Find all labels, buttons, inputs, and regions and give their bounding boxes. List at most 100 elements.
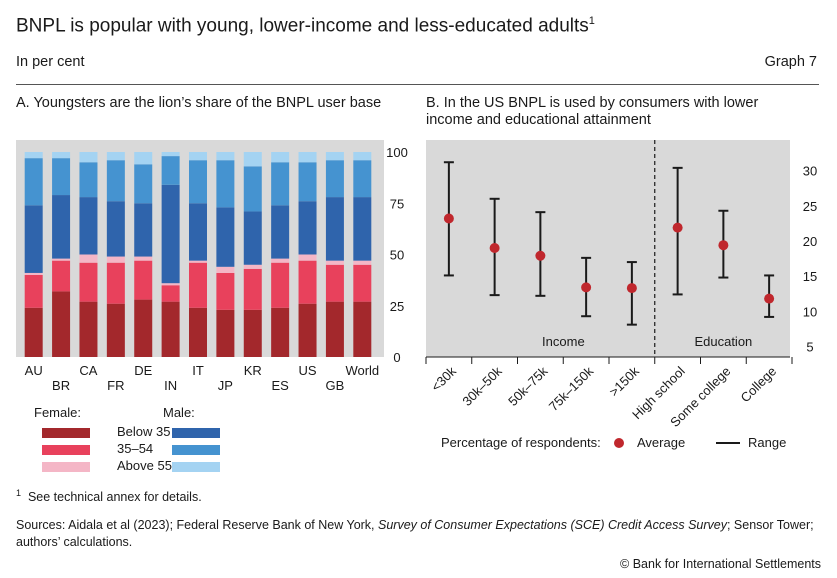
bar-jp-series-3 bbox=[216, 207, 235, 267]
x-tick-label-kr: KR bbox=[244, 363, 262, 378]
bar-kr-series-3 bbox=[243, 211, 262, 265]
bar-br-series-3 bbox=[52, 195, 71, 259]
bar-it-series-0 bbox=[189, 307, 207, 357]
x-tick-label-world: World bbox=[345, 363, 379, 378]
sources-text-1: Sources: Aidala et al (2023); Federal Re… bbox=[16, 518, 378, 532]
y-tick-label-a-0: 0 bbox=[393, 350, 400, 365]
bar-br-series-1 bbox=[52, 260, 71, 292]
legend-average-marker bbox=[614, 438, 624, 448]
bar-ca-series-2 bbox=[79, 254, 98, 263]
bar-us-series-5 bbox=[298, 152, 317, 163]
x-tick-label-in: IN bbox=[164, 378, 177, 393]
x-tick-label-b-1: 30k–50k bbox=[459, 363, 505, 409]
y-tick-label-a-25: 25 bbox=[390, 299, 404, 314]
bar-ca-series-3 bbox=[79, 197, 98, 255]
y-tick-label-a-75: 75 bbox=[390, 196, 404, 211]
sources-survey-name: Survey of Consumer Expectations (SCE) Cr… bbox=[378, 518, 727, 532]
x-tick-label-jp: JP bbox=[218, 378, 233, 393]
footnote-text: See technical annex for details. bbox=[27, 490, 202, 505]
bar-es-series-1 bbox=[271, 262, 290, 308]
bar-de-series-1 bbox=[134, 260, 153, 300]
legend-label-35-54: 35–54 bbox=[117, 441, 154, 456]
chart-title: BNPL is popular with young, lower-income… bbox=[16, 15, 595, 37]
y-tick-label-b-20: 20 bbox=[803, 234, 817, 249]
panel-b-plot-area bbox=[426, 140, 790, 357]
bar-fr-series-0 bbox=[106, 303, 125, 357]
bar-ca-series-0 bbox=[79, 301, 98, 357]
bar-world-series-3 bbox=[353, 197, 372, 261]
bar-jp-series-4 bbox=[216, 160, 235, 208]
bar-in-series-3 bbox=[161, 184, 180, 284]
bar-jp-series-5 bbox=[216, 152, 235, 161]
average-point-3 bbox=[581, 282, 592, 293]
y-tick-label-b-15: 15 bbox=[803, 269, 817, 284]
group-label-education: Education bbox=[694, 334, 752, 349]
bar-de-series-4 bbox=[134, 164, 153, 204]
y-tick-label-a-50: 50 bbox=[390, 248, 404, 263]
average-point-0 bbox=[443, 213, 454, 224]
legend-label-below35: Below 35 bbox=[117, 424, 171, 439]
bar-kr-series-0 bbox=[243, 309, 262, 357]
bar-it-series-5 bbox=[189, 152, 207, 161]
y-tick-label-a-100: 100 bbox=[386, 145, 408, 160]
footnote: 1 See technical annex for details. bbox=[16, 488, 202, 504]
bar-ca-series-1 bbox=[79, 262, 98, 302]
bar-es-series-3 bbox=[271, 205, 290, 259]
bar-fr-series-2 bbox=[106, 256, 125, 263]
x-tick-label-b-2: 50k–75k bbox=[505, 363, 551, 409]
chart-subtitle: In per cent bbox=[16, 54, 85, 70]
bar-world-series-4 bbox=[353, 160, 372, 198]
panel-b-title: B. In the US BNPL is used by consumers w… bbox=[426, 95, 759, 128]
legend-male-title: Male: bbox=[163, 405, 195, 420]
bar-ca-series-5 bbox=[79, 152, 98, 163]
legend-swatch-male-35-54 bbox=[172, 445, 220, 455]
bar-us-series-0 bbox=[298, 303, 317, 357]
x-tick-label-b-7: College bbox=[737, 364, 779, 406]
bar-au-series-2 bbox=[24, 272, 43, 275]
bar-jp-series-1 bbox=[216, 272, 235, 310]
x-tick-label-br: BR bbox=[52, 378, 70, 393]
legend-swatch-female-below35 bbox=[42, 428, 90, 438]
bar-au-series-5 bbox=[24, 152, 43, 159]
x-tick-label-it: IT bbox=[192, 363, 204, 378]
bar-fr-series-1 bbox=[106, 262, 125, 304]
x-tick-label-b-0: <30k bbox=[428, 363, 459, 394]
bar-world-series-1 bbox=[353, 264, 372, 302]
bar-in-series-4 bbox=[161, 156, 180, 185]
bar-it-series-4 bbox=[189, 160, 207, 204]
y-tick-label-b-25: 25 bbox=[803, 199, 817, 214]
x-tick-label-fr: FR bbox=[107, 378, 124, 393]
average-point-5 bbox=[672, 222, 683, 233]
legend-range-label: Range bbox=[748, 435, 787, 450]
legend-label-above55: Above 55 bbox=[117, 458, 172, 473]
average-point-4 bbox=[626, 283, 637, 294]
x-tick-label-us: US bbox=[299, 363, 317, 378]
bar-world-series-2 bbox=[353, 260, 372, 265]
legend-range-marker bbox=[716, 442, 740, 444]
legend-b-prefix: Percentage of respondents: bbox=[441, 435, 601, 450]
bar-kr-series-2 bbox=[243, 264, 262, 269]
sources: Sources: Aidala et al (2023); Federal Re… bbox=[16, 517, 821, 551]
x-tick-label-es: ES bbox=[271, 378, 289, 393]
group-label-income: Income bbox=[542, 334, 585, 349]
x-tick-label-au: AU bbox=[25, 363, 43, 378]
y-tick-label-b-30: 30 bbox=[803, 164, 817, 179]
legend-swatch-male-below35 bbox=[172, 428, 220, 438]
bar-br-series-5 bbox=[52, 152, 71, 159]
bar-gb-series-4 bbox=[325, 160, 344, 198]
bar-us-series-2 bbox=[298, 254, 317, 261]
bar-in-series-5 bbox=[161, 152, 180, 157]
bar-gb-series-2 bbox=[325, 260, 344, 265]
x-tick-label-b-4: >150k bbox=[606, 363, 642, 399]
footnote-marker: 1 bbox=[16, 488, 22, 498]
x-tick-label-gb: GB bbox=[326, 378, 345, 393]
average-point-6 bbox=[718, 240, 729, 251]
bar-es-series-4 bbox=[271, 162, 290, 206]
legend-female-title: Female: bbox=[34, 405, 81, 420]
bar-au-series-0 bbox=[24, 307, 43, 357]
legend-average-label: Average bbox=[637, 435, 686, 450]
bar-es-series-2 bbox=[271, 258, 290, 263]
bar-au-series-4 bbox=[24, 158, 43, 206]
